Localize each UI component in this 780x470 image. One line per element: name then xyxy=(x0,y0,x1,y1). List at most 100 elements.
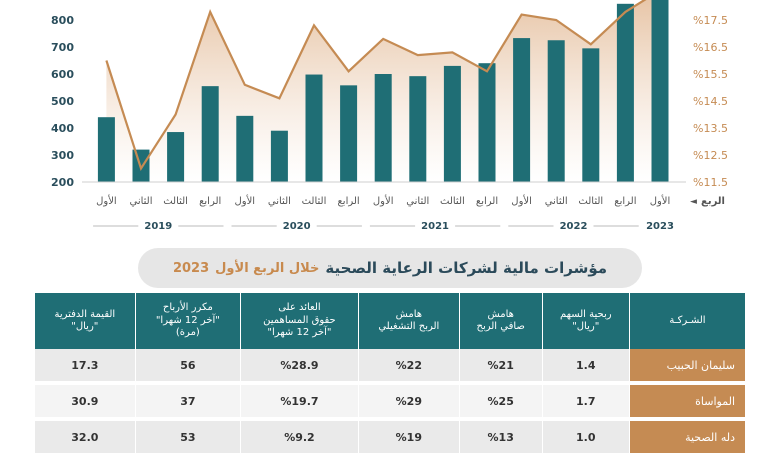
x-tick-label: الثاني xyxy=(129,196,152,207)
table-cell: 1.7 xyxy=(542,385,629,421)
x-tick-label: الثالث xyxy=(163,196,188,207)
bar xyxy=(97,117,115,182)
bar xyxy=(201,86,219,182)
table-header-text: الربح التشغيلي xyxy=(378,321,440,332)
table-header-row: الشـركـة ربحية السهم "ريال" هامش صافي الربح ه… xyxy=(35,293,745,349)
table-header-text: صافي الربح xyxy=(476,321,525,332)
table-header-text: حقوق المساهمين xyxy=(263,314,336,326)
table-cell: 17.3 xyxy=(35,349,135,385)
y-right-tick-label: %17.5 xyxy=(693,14,728,27)
table-cell: %25 xyxy=(459,385,542,421)
y-right-tick-label: %14.5 xyxy=(693,95,728,108)
table-cell: %19.7 xyxy=(241,385,358,421)
table-row: سليمان الحبيب 1.4 %21 %22 %28.9 56 17.3 xyxy=(35,349,745,385)
table-header-text: العائد على xyxy=(278,302,321,314)
bar xyxy=(651,0,669,183)
y-right-tick-label: %13.5 xyxy=(693,122,728,135)
table-cell: %13 xyxy=(459,421,542,457)
table-cell: 1.0 xyxy=(542,421,629,457)
bar xyxy=(374,74,392,182)
y-right-tick-label: %15.5 xyxy=(693,68,728,81)
x-tick-label: الرابع xyxy=(337,196,359,207)
table-header-cell: هامش صافي الربح xyxy=(459,293,542,349)
table-header-text: "ريال" xyxy=(572,321,600,332)
table-header-text: "آخر 12 شهرا" xyxy=(267,327,332,339)
y-left-tick-label: 600 xyxy=(51,68,74,81)
company-name-cell: المواساة xyxy=(629,385,745,421)
table-cell: 32.0 xyxy=(35,421,135,457)
table-header-text: "آخر 12 شهرا" xyxy=(155,314,220,326)
bar xyxy=(478,63,496,183)
x-tick-label: الأول xyxy=(373,194,394,207)
bar xyxy=(409,76,427,182)
table-cell: 53 xyxy=(135,421,241,457)
financial-table: الشـركـة ربحية السهم "ريال" هامش صافي الربح ه… xyxy=(34,293,746,457)
y-axis-right: %11.5%12.5%13.5%14.5%15.5%16.5%17.5%18.5 xyxy=(693,14,728,189)
bar xyxy=(616,3,634,182)
year-label: 2022 xyxy=(560,221,588,232)
bar xyxy=(443,65,461,182)
y-left-tick-label: 800 xyxy=(51,14,74,27)
y-right-tick-label: %16.5 xyxy=(693,41,728,54)
table-cell: 37 xyxy=(135,385,241,421)
x-tick-label: الثالث xyxy=(578,196,603,207)
table-header-cell: ربحية السهم "ريال" xyxy=(542,293,629,349)
year-label: 2023 xyxy=(646,221,674,232)
bar xyxy=(547,40,565,182)
table-cell: %22 xyxy=(358,349,459,385)
table-body: سليمان الحبيب 1.4 %21 %22 %28.9 56 17.3 المواسا… xyxy=(35,349,745,457)
bar xyxy=(513,38,531,183)
company-name-cell: دله الصحية xyxy=(629,421,745,457)
table-header-cell: القيمة الدفترية "ريال" xyxy=(35,293,135,349)
table-header-text: الشـركـة xyxy=(669,314,706,326)
table-header-text: هامش xyxy=(487,308,514,320)
table-header-text: ربحية السهم xyxy=(559,308,612,320)
x-tick-label: الأول xyxy=(235,194,256,207)
y-axis-left: 200 300 400 500 600 700 800 xyxy=(51,14,74,189)
table-header-text: القيمة الدفترية xyxy=(54,308,116,320)
bar xyxy=(340,85,358,182)
arrow-left-icon: ◄ xyxy=(690,197,697,207)
y-left-tick-label: 500 xyxy=(51,95,74,108)
table-cell: %28.9 xyxy=(241,349,358,385)
x-tick-label: الثاني xyxy=(545,196,568,207)
x-tick-label: الرابع xyxy=(476,196,498,207)
y-left-tick-label: 200 xyxy=(51,176,74,189)
x-tick-label: الرابع xyxy=(199,196,221,207)
bar xyxy=(305,74,323,182)
x-tick-label: الأول xyxy=(650,194,671,207)
x-tick-label: الثالث xyxy=(440,196,465,207)
quarter-axis-label: الربع xyxy=(701,196,725,207)
x-tick-label: الثاني xyxy=(268,196,291,207)
bar xyxy=(270,130,288,182)
table-header-text: هامش xyxy=(395,308,423,320)
x-tick-label: الثالث xyxy=(302,196,327,207)
table-header-text: مكرر الأرباح xyxy=(162,302,213,314)
table-cell: %9.2 xyxy=(241,421,358,457)
table-cell: %29 xyxy=(358,385,459,421)
table-row: دله الصحية 1.0 %13 %19 %9.2 53 32.0 xyxy=(35,421,745,457)
section-title-text: مؤشرات مالية لشركات الرعاية الصحية xyxy=(325,259,608,277)
x-tick-label: الرابع xyxy=(614,196,636,207)
table-cell: 30.9 xyxy=(35,385,135,421)
y-right-tick-label: %11.5 xyxy=(693,176,728,189)
table-cell: %19 xyxy=(358,421,459,457)
y-left-tick-label: 400 xyxy=(51,122,74,135)
table-row: المواساة 1.7 %25 %29 %19.7 37 30.9 xyxy=(35,385,745,421)
y-right-tick-label: %12.5 xyxy=(693,149,728,162)
year-label: 2020 xyxy=(283,221,311,232)
company-name-cell: سليمان الحبيب xyxy=(629,349,745,385)
bar xyxy=(236,115,254,182)
y-left-tick-label: 700 xyxy=(51,41,74,54)
x-tick-label: الثاني xyxy=(406,196,429,207)
table-header-cell: مكرر الأرباح "آخر 12 شهرا" (مرة) xyxy=(135,293,241,349)
line-series xyxy=(105,0,647,172)
x-tick-label: الأول xyxy=(511,194,532,207)
section-title: مؤشرات مالية لشركات الرعاية الصحية خلال … xyxy=(138,248,642,288)
table-cell: 1.4 xyxy=(542,349,629,385)
table-header-cell: العائد على حقوق المساهمين "آخر 12 شهرا" xyxy=(241,293,358,349)
table-cell: %21 xyxy=(459,349,542,385)
year-label: 2021 xyxy=(421,221,449,232)
table-header-cell: الشـركـة xyxy=(629,293,745,349)
chart: 200 300 400 500 600 700 800 %11.5 %12.5 %13.5 %14… xyxy=(51,0,728,232)
